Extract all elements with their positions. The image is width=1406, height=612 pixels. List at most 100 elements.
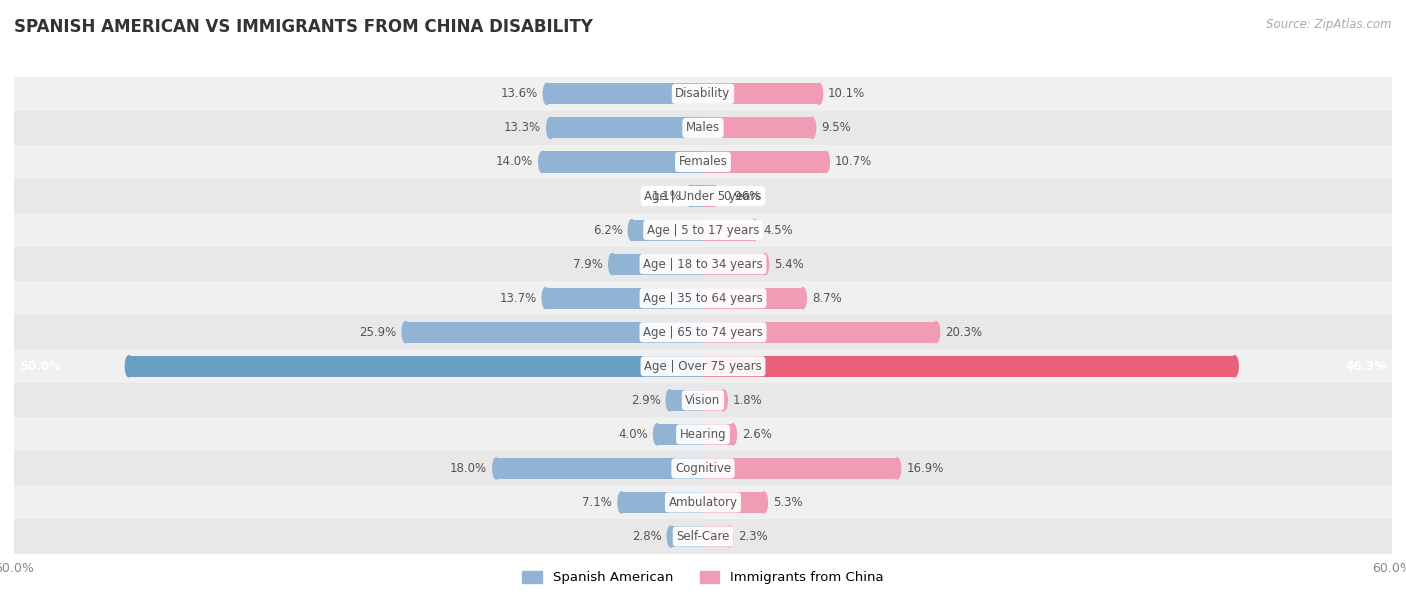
Text: Age | 65 to 74 years: Age | 65 to 74 years <box>643 326 763 338</box>
Circle shape <box>668 526 675 547</box>
Circle shape <box>725 526 733 547</box>
Circle shape <box>543 288 550 308</box>
Bar <box>405 322 703 343</box>
Text: 20.3%: 20.3% <box>945 326 983 338</box>
Text: 25.9%: 25.9% <box>359 326 396 338</box>
Bar <box>546 288 703 308</box>
Text: 2.9%: 2.9% <box>631 394 661 407</box>
Bar <box>14 213 1392 247</box>
Circle shape <box>609 253 616 275</box>
Circle shape <box>762 253 769 275</box>
Text: Self-Care: Self-Care <box>676 530 730 543</box>
Bar <box>669 390 703 411</box>
Bar <box>621 492 703 513</box>
Text: 1.8%: 1.8% <box>733 394 762 407</box>
Text: Vision: Vision <box>685 394 721 407</box>
Circle shape <box>823 151 830 173</box>
Bar <box>703 253 765 275</box>
Text: 10.1%: 10.1% <box>828 88 866 100</box>
Text: 2.3%: 2.3% <box>738 530 768 543</box>
Bar <box>14 179 1392 213</box>
Bar <box>129 356 703 377</box>
Bar <box>703 118 813 138</box>
Circle shape <box>538 151 546 173</box>
Bar <box>14 111 1392 145</box>
Circle shape <box>710 185 717 207</box>
Circle shape <box>932 322 939 343</box>
Text: 13.7%: 13.7% <box>499 292 537 305</box>
Bar <box>14 77 1392 111</box>
Bar <box>14 452 1392 485</box>
Text: 6.2%: 6.2% <box>593 223 623 237</box>
Bar <box>14 383 1392 417</box>
Text: 18.0%: 18.0% <box>450 462 486 475</box>
Circle shape <box>1232 356 1239 377</box>
Bar <box>14 349 1392 383</box>
Bar <box>631 220 703 241</box>
Legend: Spanish American, Immigrants from China: Spanish American, Immigrants from China <box>523 571 883 584</box>
Circle shape <box>628 220 636 241</box>
Circle shape <box>686 185 695 207</box>
Text: 9.5%: 9.5% <box>821 121 851 135</box>
Circle shape <box>654 424 661 445</box>
Circle shape <box>617 492 626 513</box>
Text: 0.96%: 0.96% <box>723 190 761 203</box>
Bar <box>671 526 703 547</box>
Bar <box>14 520 1392 553</box>
Circle shape <box>761 492 768 513</box>
Text: 7.1%: 7.1% <box>582 496 612 509</box>
Circle shape <box>125 356 132 377</box>
Bar <box>14 315 1392 349</box>
Text: 4.5%: 4.5% <box>763 223 793 237</box>
Bar <box>550 118 703 138</box>
Bar <box>612 253 703 275</box>
Bar <box>543 151 703 173</box>
Bar <box>703 526 730 547</box>
Text: 13.3%: 13.3% <box>503 121 541 135</box>
Bar <box>690 185 703 207</box>
Circle shape <box>808 118 815 138</box>
Bar <box>14 145 1392 179</box>
Text: Hearing: Hearing <box>679 428 727 441</box>
Text: 8.7%: 8.7% <box>813 292 842 305</box>
Bar <box>703 83 818 105</box>
Circle shape <box>492 458 501 479</box>
Bar <box>703 185 714 207</box>
Bar <box>703 288 803 308</box>
Text: Age | 35 to 64 years: Age | 35 to 64 years <box>643 292 763 305</box>
Text: Age | Under 5 years: Age | Under 5 years <box>644 190 762 203</box>
Bar <box>703 424 733 445</box>
Text: Age | Over 75 years: Age | Over 75 years <box>644 360 762 373</box>
Text: Disability: Disability <box>675 88 731 100</box>
Text: Males: Males <box>686 121 720 135</box>
Circle shape <box>815 83 823 105</box>
Text: Source: ZipAtlas.com: Source: ZipAtlas.com <box>1267 18 1392 31</box>
Bar <box>496 458 703 479</box>
Circle shape <box>543 83 550 105</box>
Text: 5.3%: 5.3% <box>773 496 803 509</box>
Text: 46.3%: 46.3% <box>1346 360 1386 373</box>
Bar <box>547 83 703 105</box>
Text: Females: Females <box>679 155 727 168</box>
Bar <box>14 247 1392 281</box>
Circle shape <box>666 390 673 411</box>
Bar <box>703 151 825 173</box>
Text: 5.4%: 5.4% <box>775 258 804 271</box>
Text: 1.1%: 1.1% <box>651 190 681 203</box>
Text: SPANISH AMERICAN VS IMMIGRANTS FROM CHINA DISABILITY: SPANISH AMERICAN VS IMMIGRANTS FROM CHIN… <box>14 18 593 36</box>
Circle shape <box>547 118 554 138</box>
Text: 10.7%: 10.7% <box>835 155 872 168</box>
Circle shape <box>751 220 758 241</box>
Bar <box>14 281 1392 315</box>
Text: Ambulatory: Ambulatory <box>668 496 738 509</box>
Circle shape <box>800 288 807 308</box>
Bar <box>657 424 703 445</box>
Circle shape <box>720 390 727 411</box>
Text: 16.9%: 16.9% <box>907 462 943 475</box>
Bar <box>14 485 1392 520</box>
Text: Cognitive: Cognitive <box>675 462 731 475</box>
Bar <box>703 322 936 343</box>
Bar <box>703 390 724 411</box>
Text: 50.0%: 50.0% <box>20 360 60 373</box>
Circle shape <box>402 322 409 343</box>
